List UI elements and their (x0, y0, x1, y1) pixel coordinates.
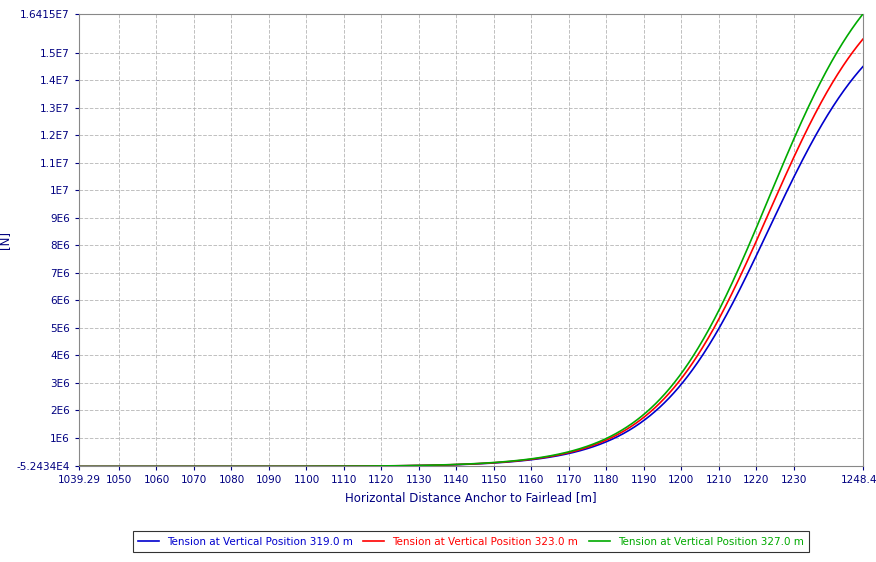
Tension at Vertical Position 319.0 m (685, 369, 696, 376)
Tension at Vertical Position 323.0 m (74, 463, 84, 470)
Tension at Vertical Position 323.0 m (612, 432, 623, 438)
Tension at Vertical Position 327.0 m (74, 463, 84, 470)
Tension at Vertical Position 327.0 m (153, 463, 164, 470)
Legend: Tension at Vertical Position 319.0 m, Tension at Vertical Position 323.0 m, Tens: Tension at Vertical Position 319.0 m, Te… (132, 531, 809, 552)
X-axis label: Horizontal Distance Anchor to Fairlead [m]: Horizontal Distance Anchor to Fairlead [… (345, 491, 597, 504)
Tension at Vertical Position 319.0 m (699, 349, 710, 356)
Tension at Vertical Position 323.0 m (391, 463, 401, 469)
Line: Tension at Vertical Position 327.0 m: Tension at Vertical Position 327.0 m (79, 14, 863, 466)
Tension at Vertical Position 327.0 m (612, 429, 623, 436)
Tension at Vertical Position 327.0 m (858, 11, 868, 17)
Tension at Vertical Position 323.0 m (858, 36, 868, 43)
Tension at Vertical Position 323.0 m (419, 462, 429, 469)
Line: Tension at Vertical Position 319.0 m: Tension at Vertical Position 319.0 m (79, 67, 863, 466)
Tension at Vertical Position 327.0 m (391, 463, 401, 469)
Line: Tension at Vertical Position 323.0 m: Tension at Vertical Position 323.0 m (79, 39, 863, 466)
Tension at Vertical Position 319.0 m (858, 64, 868, 70)
Tension at Vertical Position 319.0 m (419, 462, 429, 469)
Tension at Vertical Position 327.0 m (419, 462, 429, 469)
Tension at Vertical Position 319.0 m (391, 463, 401, 469)
Tension at Vertical Position 323.0 m (685, 363, 696, 370)
Y-axis label: [N]: [N] (0, 231, 11, 250)
Tension at Vertical Position 323.0 m (153, 463, 164, 470)
Tension at Vertical Position 327.0 m (699, 334, 710, 341)
Tension at Vertical Position 327.0 m (685, 357, 696, 364)
Tension at Vertical Position 319.0 m (74, 463, 84, 470)
Tension at Vertical Position 323.0 m (699, 341, 710, 348)
Tension at Vertical Position 319.0 m (612, 433, 623, 440)
Tension at Vertical Position 319.0 m (153, 463, 164, 470)
